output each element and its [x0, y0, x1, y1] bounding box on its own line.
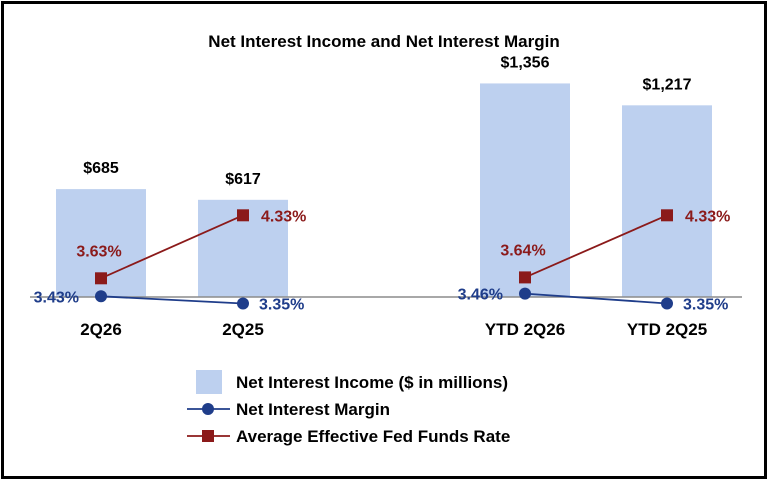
net-interest-margin-line-ytd-2q26-to-ytd-2q25	[524, 292, 668, 305]
legend-label-net-interest-margin: Net Interest Margin	[236, 400, 390, 419]
fed-funds-label-ytd-2q26: 3.64%	[500, 242, 545, 259]
bar-value-label-ytd-2q25: $1,217	[643, 76, 692, 93]
fed-funds-label-2q25: 4.33%	[261, 208, 306, 225]
nim-label-ytd-2q26: 3.46%	[458, 287, 503, 304]
average-effective-fed-funds-rate-line-ytd-2q26-to-ytd-2q25	[524, 214, 668, 279]
fed-funds-label-ytd-2q25: 4.33%	[685, 208, 730, 225]
fed-funds-marker-2q25	[237, 209, 249, 222]
average-effective-fed-funds-rate-line-2q26-to-2q25	[100, 214, 244, 280]
legend-label-fed-funds-rate: Average Effective Fed Funds Rate	[236, 427, 510, 446]
nim-marker-ytd-2q26	[519, 287, 531, 300]
fed-funds-label-2q26: 3.63%	[76, 243, 121, 260]
x-tick-label-2q26: 2Q26	[80, 320, 122, 339]
chart-title: Net Interest Income and Net Interest Mar…	[208, 32, 559, 51]
fed-funds-marker-2q26	[95, 272, 107, 285]
fed-funds-marker-ytd-2q25	[661, 209, 673, 222]
nim-label-2q25: 3.35%	[259, 297, 304, 314]
net-interest-margin-line-2q26-to-2q25	[100, 295, 244, 305]
nim-label-2q26: 3.43%	[34, 289, 79, 306]
legend-marker-net-interest-margin	[202, 403, 214, 415]
fed-funds-marker-ytd-2q26	[519, 271, 531, 284]
legend-label-net-interest-income: Net Interest Income ($ in millions)	[236, 373, 508, 392]
nim-marker-2q26	[95, 290, 107, 303]
x-tick-label-ytd-2q25: YTD 2Q25	[627, 320, 707, 339]
bar-value-label-2q26: $685	[83, 160, 119, 177]
bar-value-label-ytd-2q26: $1,356	[501, 54, 550, 71]
bar-ytd-2q26	[480, 83, 570, 298]
legend-marker-fed-funds-rate	[202, 430, 214, 442]
x-tick-label-2q25: 2Q25	[222, 320, 264, 339]
nim-marker-ytd-2q25	[661, 297, 673, 310]
legend-swatch-net-interest-income	[196, 370, 222, 394]
bar-ytd-2q25	[622, 105, 712, 297]
nim-label-ytd-2q25: 3.35%	[683, 297, 728, 314]
bar-value-label-2q25: $617	[225, 171, 261, 188]
nim-marker-2q25	[237, 297, 249, 310]
x-tick-label-ytd-2q26: YTD 2Q26	[485, 320, 565, 339]
